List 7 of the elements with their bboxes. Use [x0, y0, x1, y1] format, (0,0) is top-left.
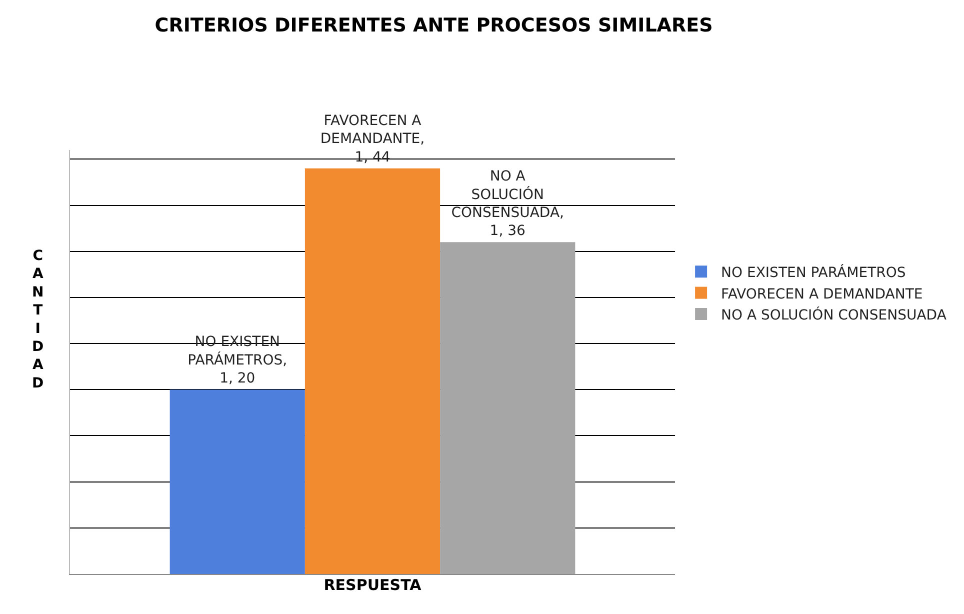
legend-label: NO A SOLUCIÓN CONSENSUADA: [721, 306, 947, 324]
chart-title: CRITERIOS DIFERENTES ANTE PROCESOS SIMILARES: [154, 14, 713, 37]
legend-label: FAVORECEN A DEMANDANTE: [721, 286, 923, 302]
legend-label: NO EXISTEN PARÁMETROS: [721, 264, 906, 282]
y-axis-title: CANTIDAD: [32, 248, 44, 392]
x-axis-title: RESPUESTA: [324, 576, 422, 594]
data-label: NO A SOLUCIÓN CONSENSUADA, 1, 36: [451, 168, 564, 240]
